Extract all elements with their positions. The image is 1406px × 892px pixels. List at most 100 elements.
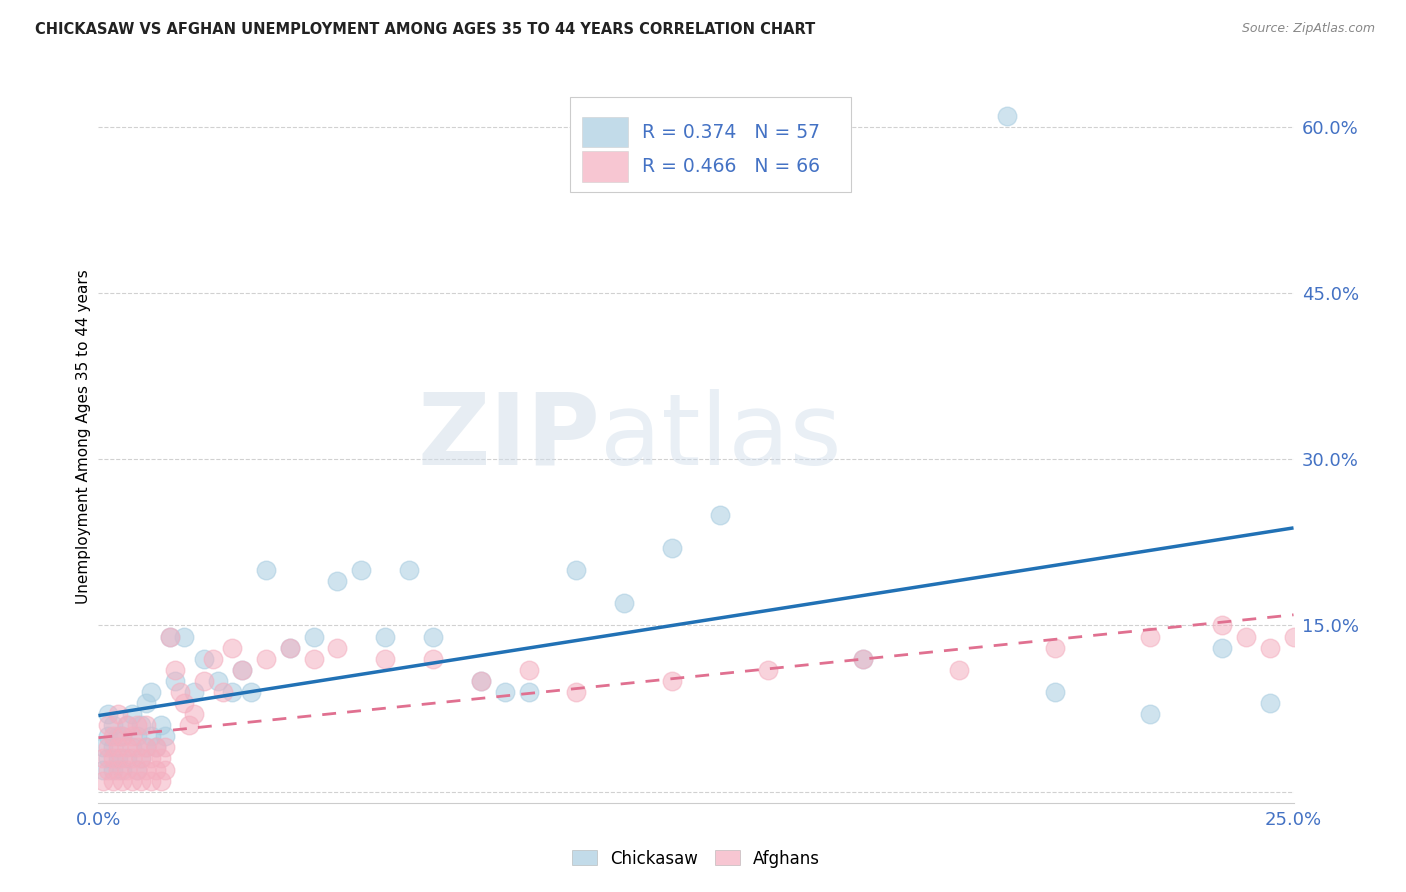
Point <box>565 685 588 699</box>
Point <box>221 640 243 655</box>
Point <box>1282 630 1305 644</box>
Point <box>135 740 157 755</box>
Point <box>139 751 162 765</box>
Point <box>159 630 181 644</box>
Point <box>101 763 124 777</box>
Point <box>278 640 301 655</box>
Point <box>121 707 143 722</box>
Point <box>125 763 148 777</box>
Point <box>374 651 396 665</box>
Text: Source: ZipAtlas.com: Source: ZipAtlas.com <box>1241 22 1375 36</box>
Point <box>159 630 181 644</box>
Point <box>145 740 167 755</box>
Point <box>139 773 162 788</box>
Point <box>149 718 172 732</box>
Point <box>470 673 492 688</box>
Point <box>121 729 143 743</box>
Point <box>1211 640 1233 655</box>
Point <box>115 751 138 765</box>
Point <box>1043 640 1066 655</box>
Point <box>155 729 177 743</box>
Point <box>145 740 167 755</box>
Point <box>97 740 120 755</box>
Point <box>101 718 124 732</box>
Point <box>517 663 540 677</box>
Point <box>231 663 253 677</box>
Point <box>494 685 516 699</box>
FancyBboxPatch shape <box>571 97 852 192</box>
Point <box>91 740 114 755</box>
Point <box>125 718 148 732</box>
Point <box>398 563 420 577</box>
Point <box>135 718 157 732</box>
Point <box>125 763 148 777</box>
Point <box>97 707 120 722</box>
Point <box>1211 618 1233 632</box>
Point <box>193 673 215 688</box>
Point <box>91 751 114 765</box>
Point <box>1139 707 1161 722</box>
Point <box>163 663 186 677</box>
Point <box>107 763 129 777</box>
Point <box>995 109 1018 123</box>
Point <box>173 630 195 644</box>
Point <box>135 763 157 777</box>
Point <box>135 696 157 710</box>
Point <box>111 729 134 743</box>
Point <box>422 630 444 644</box>
Point <box>254 563 277 577</box>
Point <box>374 630 396 644</box>
Text: ZIP: ZIP <box>418 389 600 485</box>
Point <box>145 763 167 777</box>
Point <box>1139 630 1161 644</box>
Point <box>661 673 683 688</box>
Point <box>326 640 349 655</box>
Point <box>326 574 349 589</box>
Point <box>101 729 124 743</box>
Point <box>163 673 186 688</box>
Y-axis label: Unemployment Among Ages 35 to 44 years: Unemployment Among Ages 35 to 44 years <box>76 269 91 605</box>
Point <box>517 685 540 699</box>
Point <box>709 508 731 522</box>
Point <box>183 707 205 722</box>
Point <box>107 707 129 722</box>
Point <box>111 773 134 788</box>
Point <box>135 740 157 755</box>
Point <box>111 751 134 765</box>
Point <box>101 773 124 788</box>
Point <box>254 651 277 665</box>
Point <box>131 751 153 765</box>
Point <box>1258 640 1281 655</box>
Point <box>107 740 129 755</box>
Point <box>207 673 229 688</box>
Point <box>613 596 636 610</box>
Point <box>1234 630 1257 644</box>
Point <box>91 763 114 777</box>
Point <box>852 651 875 665</box>
Point <box>173 696 195 710</box>
Point <box>111 763 134 777</box>
Point <box>97 729 120 743</box>
Point <box>121 773 143 788</box>
Point <box>139 729 162 743</box>
Point <box>231 663 253 677</box>
Point <box>756 663 779 677</box>
Point <box>97 718 120 732</box>
Point <box>193 651 215 665</box>
Point <box>101 740 124 755</box>
Point <box>97 751 120 765</box>
Point <box>91 773 114 788</box>
Point <box>278 640 301 655</box>
Point <box>115 718 138 732</box>
Point <box>107 729 129 743</box>
Text: CHICKASAW VS AFGHAN UNEMPLOYMENT AMONG AGES 35 TO 44 YEARS CORRELATION CHART: CHICKASAW VS AFGHAN UNEMPLOYMENT AMONG A… <box>35 22 815 37</box>
Point <box>202 651 225 665</box>
Point <box>107 751 129 765</box>
Point <box>121 751 143 765</box>
Point <box>565 563 588 577</box>
Point <box>169 685 191 699</box>
Point <box>155 740 177 755</box>
Point <box>115 718 138 732</box>
Point <box>125 729 148 743</box>
Point <box>115 740 138 755</box>
